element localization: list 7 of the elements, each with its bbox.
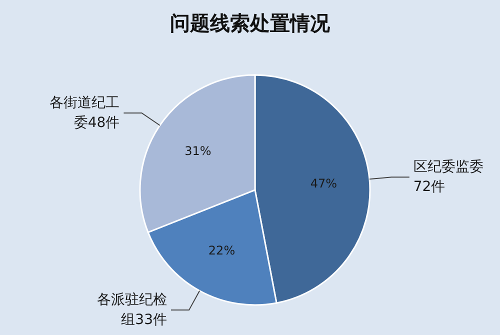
slice-label: 各派驻纪检组33件 — [97, 292, 167, 328]
data-label: 47% — [310, 176, 338, 191]
slice-label: 各街道纪工委48件 — [50, 94, 120, 131]
data-label: 31% — [184, 144, 212, 158]
chart-title: 问题线索处置情况 — [169, 10, 331, 37]
slice-label: 区纪委监委72件 — [413, 159, 484, 196]
data-label: 22% — [208, 243, 236, 258]
